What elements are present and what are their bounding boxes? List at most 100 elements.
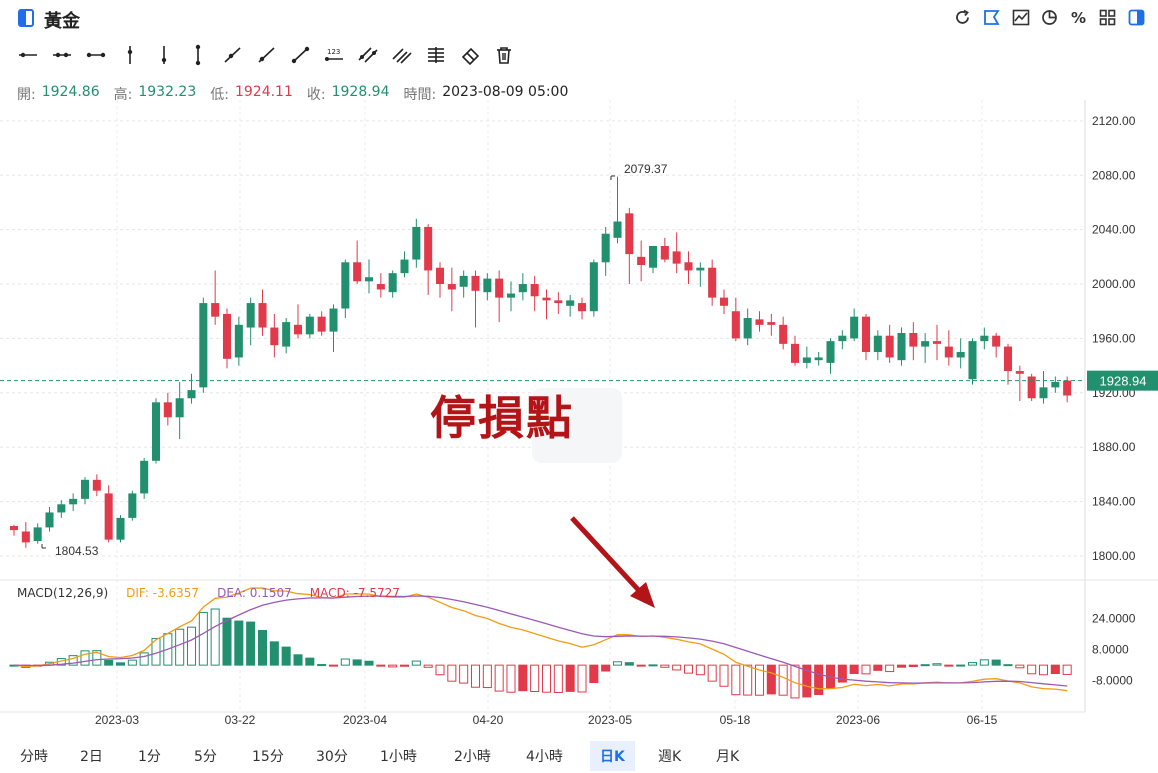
macd-histogram-bar [1027,664,1037,675]
macd-histogram-bar [707,664,717,682]
vertical-line-icon[interactable] [184,42,212,68]
macd-histogram-bar [719,664,729,687]
candle-body [1015,371,1024,374]
macd-histogram-bar [861,664,871,675]
trend-ray-icon[interactable] [218,42,246,68]
macd-histogram-bar [435,664,445,676]
timeframe-3[interactable]: 1分 [138,748,161,765]
timeframe-10[interactable]: 日K [590,740,635,771]
timeframe-6[interactable]: 30分 [316,748,348,765]
candle-body [566,300,575,306]
candle-body [80,479,90,499]
price-chart[interactable]: 2120.002080.002040.002000.001960.001920.… [0,100,1158,738]
timeframe-1[interactable]: 分時 [20,748,48,765]
timeframe-5[interactable]: 15分 [252,748,284,765]
vertical-segment-icon[interactable] [150,42,178,68]
candle-body [305,316,314,335]
candle-body [246,303,255,328]
timeframe-4[interactable]: 5分 [194,748,217,765]
vertical-ray-icon[interactable] [116,42,144,68]
macd-histogram-bar [470,664,481,688]
instrument-title: 黃金 [44,11,80,32]
candle-body [944,346,953,358]
macd-histogram-bar [423,664,433,668]
macd-histogram-bar [328,664,339,667]
candle-body [506,293,516,298]
macd-tick-label: 8.0000 [1092,643,1129,657]
timeframe-2[interactable]: 2日 [80,748,103,765]
timeframe-7[interactable]: 1小時 [380,748,417,765]
dea-line [13,595,1068,687]
refresh-icon[interactable] [953,8,972,27]
eraser-icon[interactable] [456,42,484,68]
annotate-icon[interactable] [982,8,1001,27]
grid-icon[interactable] [1098,8,1117,27]
macd-histogram-bar [175,628,185,666]
price-tick-label: 2120.00 [1092,114,1136,128]
price-tick-label: 1880.00 [1092,440,1136,454]
macd-histogram-bar [186,626,197,666]
trash-icon[interactable] [490,42,518,68]
dea-label: DEA: 0.1507 [217,586,292,600]
macd-title: MACD(12,26,9) [17,586,109,600]
open-value: 1924.86 [41,84,100,100]
candle-body [388,273,397,293]
timeframe-9[interactable]: 4小時 [526,748,563,765]
horizontal-segment-icon[interactable] [48,42,76,68]
candle-body [57,504,66,513]
macd-histogram-bar [979,659,989,666]
macd-histogram-bar [127,659,137,666]
fibonacci-icon[interactable] [422,42,450,68]
candle-body [175,398,184,418]
macd-histogram-bar [541,664,552,693]
candle-body [826,341,835,363]
candle-body [104,493,113,540]
parallel-lines-icon[interactable] [388,42,416,68]
candle-body [92,479,101,491]
candle-body [956,352,965,358]
time-tick-label: 2023-05 [588,713,632,727]
macd-legend: MACD(12,26,9) DIF: -3.6357 DEA: 0.1507 M… [17,586,400,600]
candle-body [1039,387,1048,399]
max-price-marker: 2079.37 [624,162,668,176]
macd-histogram-bar [411,660,421,666]
candle-body [317,316,326,332]
candle-body [364,277,374,282]
macd-histogram-bar [695,664,705,676]
watermark-logo [532,388,622,463]
candle-body [1027,376,1036,399]
time-tick-label: 2023-06 [836,713,880,727]
candle-body [518,284,527,293]
macd-histogram-bar [589,664,599,684]
macd-histogram-bar [743,664,753,696]
compare-icon[interactable] [1011,8,1030,27]
price-label-icon[interactable]: 123 [320,42,348,68]
ohlc-readout: 開: 1924.86 高: 1932.23 低: 1924.11 收: 1928.94 … [17,84,582,104]
macd-histogram-bar [944,664,954,667]
pie-icon[interactable] [1040,8,1059,27]
dif-line [13,587,1068,692]
horizontal-ray-icon[interactable] [14,42,42,68]
time-tick-label: 05-18 [720,713,751,727]
timeframe-12[interactable]: 月K [716,748,740,765]
trend-segment-icon[interactable] [252,42,280,68]
parallel-channel-icon[interactable] [354,42,382,68]
macd-histogram-bar [1015,664,1025,669]
macd-histogram-bar [494,664,504,692]
timeframe-8[interactable]: 2小時 [454,748,491,765]
candle-body [447,284,456,290]
horizontal-line-icon[interactable] [82,42,110,68]
price-tick-label: 1800.00 [1092,549,1136,563]
panel-icon[interactable] [1127,8,1146,27]
macd-histogram-bar [814,664,824,696]
macd-histogram-bar [601,664,611,672]
trend-line-icon[interactable] [286,42,314,68]
candle-body [767,322,776,325]
percent-icon[interactable]: % [1070,8,1087,27]
annotation-arrow-head [630,582,655,608]
macd-histogram-bar [388,664,398,668]
candle-body [790,343,800,363]
timeframe-11[interactable]: 週K [658,748,682,765]
candle-body [1063,380,1072,396]
candle-body [33,527,42,542]
